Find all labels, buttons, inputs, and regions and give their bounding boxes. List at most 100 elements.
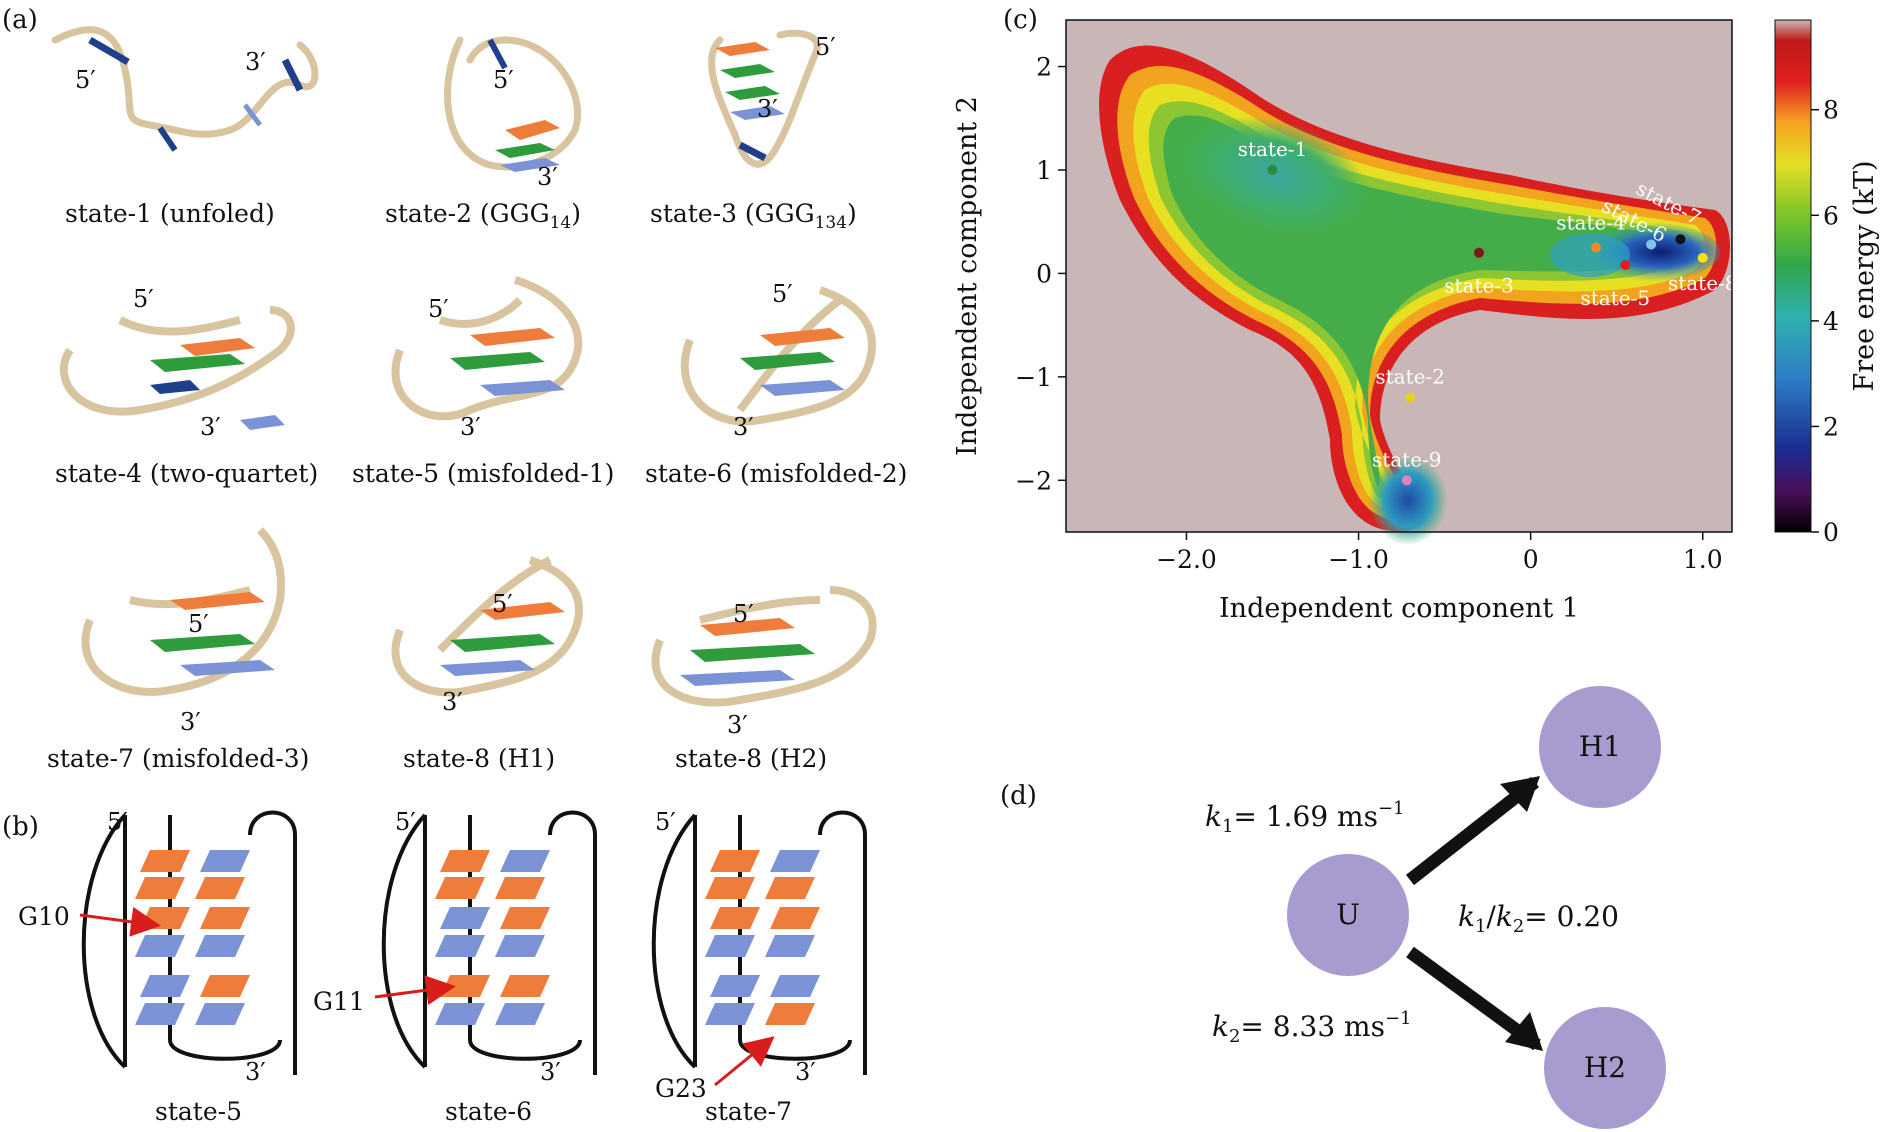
state-marker xyxy=(1401,475,1412,486)
free-energy-landscape xyxy=(1099,45,1730,545)
k2-exp: −1 xyxy=(1385,1008,1412,1029)
panel-c: (c) state-1state-2state-3state-4state-5s… xyxy=(952,5,1880,624)
state-marker xyxy=(1474,247,1485,258)
caption-state-5: state-5 (misfolded-1) xyxy=(352,459,614,488)
y-tick-label: 1 xyxy=(1036,156,1052,185)
caption-state-3-sub: 134 xyxy=(815,213,847,233)
y-tick-label: 0 xyxy=(1036,259,1052,288)
b-caption-state-7: state-7 xyxy=(705,1097,792,1126)
state-label: state-9 xyxy=(1372,447,1442,471)
caption-state-2-sub: 14 xyxy=(550,213,572,233)
state-label: state-1 xyxy=(1238,137,1308,161)
y-axis-label: Independent component 2 xyxy=(952,96,983,456)
state-marker xyxy=(1591,242,1602,253)
b-arrow-label-g10: G10 xyxy=(18,902,70,931)
b-diagram-state-6 xyxy=(374,810,597,1075)
panel-a: (a) 5′ 3′ state-1 (unfoled) 5′ 3′ state-… xyxy=(2,5,907,773)
b-arrow-label-g23: G23 xyxy=(655,1074,707,1103)
caption-state-3: state-3 (GGG134) xyxy=(650,199,857,233)
structure-state-3 xyxy=(708,29,821,168)
b-three-prime-2: 3′ xyxy=(540,1058,561,1086)
structure-state-6 xyxy=(680,286,876,426)
state-label: state-5 xyxy=(1581,286,1651,310)
b-three-prime-1: 3′ xyxy=(245,1058,266,1086)
k1-symbol: k xyxy=(1205,800,1222,833)
b-diagram-state-7 xyxy=(651,810,867,1087)
five-prime-3: 5′ xyxy=(815,33,836,61)
panel-d-label: (d) xyxy=(1000,781,1037,811)
arrow-head-h1 xyxy=(1500,776,1540,812)
state-marker xyxy=(1267,164,1278,175)
panel-b-label: (b) xyxy=(2,812,39,842)
three-prime-7: 3′ xyxy=(180,708,201,736)
x-axis: −2.0 −1.0 0 1.0 xyxy=(1156,532,1723,574)
state-markers: state-1 state-2 state-3 state-4 state-5 state… xyxy=(1238,137,1738,486)
caption-state-7: state-7 (misfolded-3) xyxy=(47,744,309,773)
caption-state-8-h1: state-8 (H1) xyxy=(403,744,555,773)
ratio-sub1: 1 xyxy=(1475,916,1486,937)
structure-state-4 xyxy=(59,306,295,430)
colorbar-ticks: 0 2 4 6 8 xyxy=(1811,96,1839,547)
caption-state-3-main: state-3 (GGG xyxy=(650,199,815,228)
state-marker xyxy=(1675,234,1686,245)
structure-state-1 xyxy=(51,26,319,152)
panel-a-label: (a) xyxy=(2,5,38,35)
colorbar-tick-label: 0 xyxy=(1823,518,1839,547)
five-prime-7: 5′ xyxy=(188,610,209,638)
b-diagram-state-5 xyxy=(79,810,297,1075)
plot-frame xyxy=(1065,19,1733,533)
five-prime-6: 5′ xyxy=(772,280,793,308)
caption-state-4: state-4 (two-quartet) xyxy=(55,459,318,488)
k1-exp: −1 xyxy=(1378,798,1405,819)
three-prime-5: 3′ xyxy=(460,413,481,441)
x-tick-label: −1.0 xyxy=(1328,545,1389,574)
state-label: state-2 xyxy=(1375,365,1445,389)
ratio-value: = 0.20 xyxy=(1524,900,1619,933)
five-prime-2: 5′ xyxy=(493,66,514,94)
state-marker xyxy=(1405,392,1416,403)
node-h1 xyxy=(1539,686,1661,808)
b-caption-state-5: state-5 xyxy=(155,1097,242,1126)
structure-state-5 xyxy=(391,276,583,421)
colorbar-tick-label: 6 xyxy=(1823,201,1839,230)
panel-b: (b) 5′ 3′ G10 state-5 xyxy=(2,808,867,1126)
three-prime-4: 3′ xyxy=(200,413,221,441)
b-five-prime-3: 5′ xyxy=(655,808,676,836)
state-marker xyxy=(1620,260,1631,271)
node-u-label: U xyxy=(1336,898,1360,931)
caption-state-3-close: ) xyxy=(847,199,857,228)
x-tick-label: 1.0 xyxy=(1683,545,1723,574)
panel-c-label: (c) xyxy=(1003,5,1038,35)
node-h2-label: H2 xyxy=(1584,1051,1626,1084)
k1-sub: 1 xyxy=(1222,816,1233,837)
state-marker xyxy=(1697,252,1708,263)
three-prime-9: 3′ xyxy=(727,711,748,739)
caption-state-6: state-6 (misfolded-2) xyxy=(645,459,907,488)
k2-rate-label: k2= 8.33 ms−1 xyxy=(1212,1008,1412,1047)
caption-state-2-close: ) xyxy=(571,199,581,228)
colorbar-tick-label: 4 xyxy=(1823,307,1839,336)
structure-state-8-h1 xyxy=(391,556,583,697)
colorbar-tick-label: 8 xyxy=(1823,96,1839,125)
k1-value: = 1.69 ms xyxy=(1233,800,1378,833)
y-axis: 2 1 0 −1 −2 xyxy=(1015,53,1066,495)
three-prime-3: 3′ xyxy=(757,95,778,123)
b-five-prime-1: 5′ xyxy=(107,808,128,836)
state-label: state-8 xyxy=(1668,271,1738,295)
y-tick-label: −1 xyxy=(1015,363,1052,392)
five-prime-4: 5′ xyxy=(133,285,154,313)
ratio-slash: / xyxy=(1486,900,1496,933)
caption-state-2: state-2 (GGG14) xyxy=(385,199,581,233)
x-tick-label: −2.0 xyxy=(1156,545,1217,574)
quartet-stack xyxy=(135,850,250,1025)
caption-state-8-h2: state-8 (H2) xyxy=(675,744,827,773)
ratio-k1: k xyxy=(1458,900,1475,933)
k2-value: = 8.33 ms xyxy=(1240,1010,1385,1043)
three-prime-8: 3′ xyxy=(442,688,463,716)
b-caption-state-6: state-6 xyxy=(445,1097,532,1126)
state-label: state-3 xyxy=(1444,274,1514,298)
k1-rate-label: k1= 1.69 ms−1 xyxy=(1205,798,1405,837)
three-prime-2: 3′ xyxy=(537,163,558,191)
node-u xyxy=(1287,854,1409,976)
